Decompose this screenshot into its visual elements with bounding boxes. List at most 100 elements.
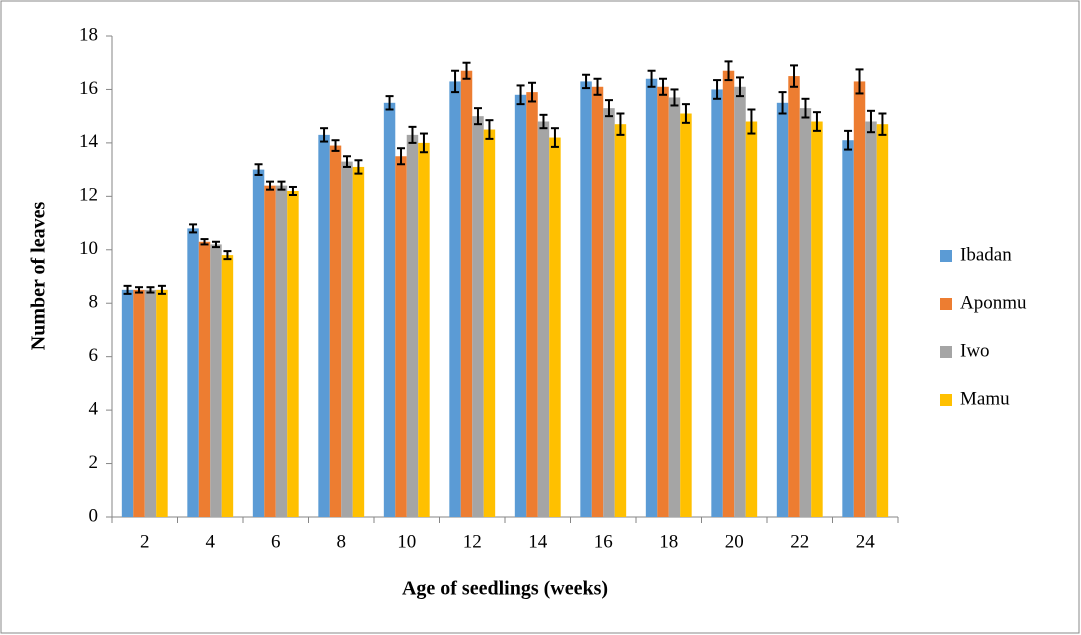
error-bar bbox=[385, 95, 394, 111]
bar bbox=[549, 137, 561, 518]
error-bar bbox=[593, 77, 602, 96]
x-tick-label: 4 bbox=[206, 531, 216, 552]
error-bar bbox=[539, 113, 548, 130]
bar bbox=[449, 81, 461, 517]
y-tick-label: 8 bbox=[89, 292, 99, 313]
bar bbox=[156, 289, 168, 517]
y-axis-title: Number of leaves bbox=[28, 202, 50, 351]
bar bbox=[383, 102, 396, 518]
x-tick-label: 22 bbox=[790, 531, 809, 552]
x-tick-label: 12 bbox=[463, 531, 482, 552]
x-tick-label: 2 bbox=[140, 531, 150, 552]
bar bbox=[252, 169, 265, 517]
bar bbox=[287, 190, 299, 517]
error-bar bbox=[778, 91, 787, 115]
error-bar bbox=[647, 69, 656, 88]
bar bbox=[537, 121, 550, 517]
bar bbox=[406, 134, 419, 517]
bar bbox=[318, 134, 330, 517]
bar bbox=[722, 70, 735, 517]
bar bbox=[603, 108, 615, 518]
x-axis-title: Age of seedlings (weeks) bbox=[402, 578, 608, 600]
error-bar bbox=[724, 60, 733, 82]
bar bbox=[418, 142, 430, 517]
error-bar bbox=[855, 68, 864, 95]
error-bar bbox=[516, 84, 525, 106]
error-bar bbox=[713, 79, 722, 100]
error-bar bbox=[146, 286, 155, 294]
bar bbox=[865, 121, 877, 517]
y-tick-label: 18 bbox=[79, 24, 98, 45]
error-bar bbox=[485, 119, 494, 140]
error-bar bbox=[801, 97, 810, 119]
x-tick-label: 18 bbox=[659, 531, 678, 552]
bar bbox=[221, 255, 234, 517]
bar bbox=[121, 289, 134, 517]
bar bbox=[734, 86, 746, 518]
error-bar bbox=[582, 73, 591, 90]
error-bar bbox=[844, 129, 853, 151]
error-bar bbox=[408, 125, 417, 144]
x-tick-label: 20 bbox=[725, 531, 744, 552]
error-bar bbox=[659, 77, 668, 96]
error-bar bbox=[211, 240, 220, 249]
bar bbox=[483, 129, 496, 517]
bar bbox=[514, 94, 527, 518]
bar bbox=[842, 140, 854, 517]
y-tick-label: 14 bbox=[79, 131, 99, 152]
error-bar bbox=[331, 139, 340, 152]
error-bar bbox=[254, 163, 263, 176]
legend-swatch bbox=[940, 298, 952, 310]
error-bar bbox=[812, 111, 821, 132]
x-tick-label: 10 bbox=[397, 531, 416, 552]
y-tick-label: 10 bbox=[79, 238, 98, 259]
legend-swatch bbox=[940, 346, 952, 358]
bar bbox=[614, 124, 627, 517]
x-tick-label: 6 bbox=[271, 531, 281, 552]
bar bbox=[187, 228, 199, 517]
bar bbox=[876, 124, 889, 517]
error-bar bbox=[157, 284, 166, 295]
error-bar bbox=[866, 109, 875, 134]
error-bar bbox=[354, 159, 363, 175]
error-bar bbox=[462, 61, 471, 80]
y-tick-label: 16 bbox=[79, 78, 98, 99]
legend-swatch bbox=[940, 394, 952, 406]
bar bbox=[811, 121, 823, 517]
bar bbox=[788, 76, 800, 517]
bar bbox=[472, 116, 484, 518]
legend-swatch bbox=[940, 250, 952, 262]
error-bar bbox=[189, 223, 198, 234]
y-tick-label: 4 bbox=[89, 398, 99, 419]
bar bbox=[264, 185, 276, 517]
bar bbox=[776, 102, 789, 518]
bar bbox=[460, 70, 473, 517]
error-bar bbox=[550, 127, 559, 148]
error-bar bbox=[223, 250, 232, 261]
legend-label: Iwo bbox=[960, 340, 990, 361]
bar bbox=[853, 81, 866, 517]
bar bbox=[668, 97, 681, 517]
bar bbox=[645, 78, 658, 517]
legend-label: Aponmu bbox=[960, 292, 1027, 313]
error-bar bbox=[277, 180, 286, 191]
error-bar bbox=[616, 112, 625, 136]
y-tick-label: 12 bbox=[79, 185, 98, 206]
error-bar bbox=[790, 64, 799, 88]
bar bbox=[395, 156, 407, 517]
error-bar bbox=[320, 127, 329, 143]
error-bar bbox=[735, 76, 744, 98]
bar bbox=[210, 244, 222, 517]
error-bar bbox=[288, 185, 297, 196]
bar bbox=[591, 86, 604, 518]
bar bbox=[133, 289, 145, 517]
error-bar bbox=[397, 147, 406, 166]
error-bar bbox=[747, 108, 756, 135]
y-tick-label: 6 bbox=[89, 345, 99, 366]
bar bbox=[657, 86, 669, 518]
bar bbox=[329, 145, 342, 518]
bar bbox=[198, 241, 211, 517]
bar bbox=[711, 89, 723, 517]
